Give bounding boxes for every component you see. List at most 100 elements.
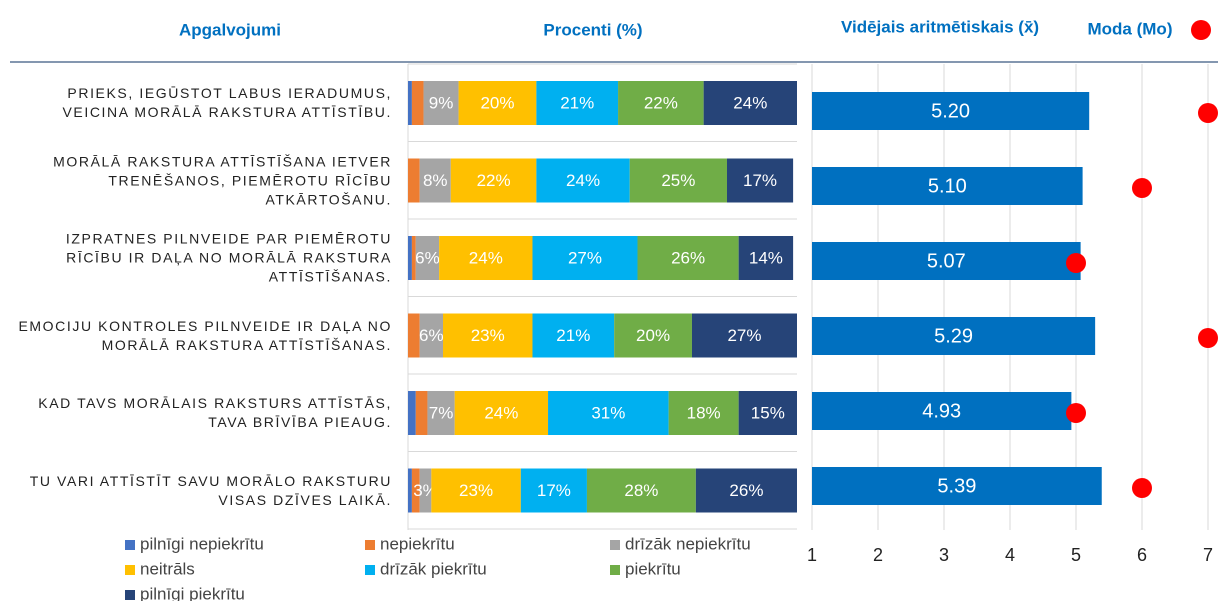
legend-label: piekrītu xyxy=(625,559,681,578)
bar-segment xyxy=(548,391,669,435)
data-label: 23% xyxy=(471,326,505,345)
legend-swatch xyxy=(365,565,375,575)
bar-segment xyxy=(411,236,416,280)
bar-segment xyxy=(668,391,739,435)
legend-swatch xyxy=(610,540,620,550)
mode-dot xyxy=(1132,478,1152,498)
data-label: 5.29 xyxy=(934,325,973,347)
legend-label: pilnīgi nepiekrītu xyxy=(140,534,264,553)
data-label: 5.07 xyxy=(927,250,966,272)
category-label: KAD TAVS MORĀLAIS RAKSTURS ATTĪSTĀS, TAV… xyxy=(38,395,392,430)
bar-segment xyxy=(408,158,420,203)
bar-segment xyxy=(415,236,440,280)
data-label: 28% xyxy=(624,481,658,500)
data-label: 17% xyxy=(537,481,571,500)
bar-segment xyxy=(408,236,412,280)
data-label: 22% xyxy=(644,93,678,112)
bar-segment xyxy=(703,81,797,125)
data-label: 24% xyxy=(733,93,767,112)
bar-segment xyxy=(454,391,549,435)
bar-segment xyxy=(431,468,521,513)
bar xyxy=(812,92,1090,130)
bar-segment xyxy=(415,391,428,435)
data-label: 9% xyxy=(429,93,454,112)
data-label: 20% xyxy=(480,93,514,112)
legend-label: neitrāls xyxy=(140,559,195,578)
data-label: 5.20 xyxy=(931,100,970,122)
bar-segment xyxy=(408,468,412,513)
x-tick-label: 3 xyxy=(939,545,949,565)
data-label: 4.93 xyxy=(922,400,961,422)
bar-segment xyxy=(408,391,416,435)
bar-segment xyxy=(532,313,615,358)
column-header: Moda (Mo) xyxy=(1088,19,1173,38)
data-label: 17% xyxy=(743,171,777,190)
bar-segment xyxy=(439,236,533,280)
category-label: PRIEKS, IEGŪSTOT LABUS IERADUMUS, VEICIN… xyxy=(62,85,392,120)
column-header: Vidējais aritmētiskais (x̄) xyxy=(841,17,1039,36)
bar-segment xyxy=(419,158,451,203)
legend-label: drīzāk piekrītu xyxy=(380,559,487,578)
mode-dot xyxy=(1198,328,1218,348)
mode-dot xyxy=(1132,178,1152,198)
data-label: 5.10 xyxy=(928,175,967,197)
data-label: 27% xyxy=(568,248,602,267)
bar-segment xyxy=(629,158,727,203)
data-label: 26% xyxy=(729,481,763,500)
legend-label: pilnīgi piekrītu xyxy=(140,584,245,601)
column-header: Apgalvojumi xyxy=(179,20,281,39)
bar-segment xyxy=(536,158,630,203)
bar-segment xyxy=(536,81,619,125)
bar-segment xyxy=(419,313,444,358)
category-label: TU VARI ATTĪSTĪT SAVU MORĀLO RAKSTURU VI… xyxy=(29,472,392,508)
data-label: 20% xyxy=(636,326,670,345)
data-label: 25% xyxy=(661,171,695,190)
data-label: 5.39 xyxy=(937,475,976,497)
category-label: EMOCIJU KONTROLES PILNVEIDE IR DAĻA NO M… xyxy=(18,317,392,353)
bar-segment xyxy=(691,313,797,358)
bar-segment xyxy=(408,81,412,125)
data-label: 18% xyxy=(687,403,721,422)
legend-label: nepiekrītu xyxy=(380,534,455,553)
data-label: 23% xyxy=(459,481,493,500)
data-label: 6% xyxy=(415,248,440,267)
data-label: 15% xyxy=(751,403,785,422)
bar-segment xyxy=(411,81,424,125)
bar xyxy=(812,467,1102,505)
legend-swatch xyxy=(125,590,135,600)
bar xyxy=(812,242,1081,280)
mode-dot xyxy=(1198,103,1218,123)
data-label: 24% xyxy=(566,171,600,190)
data-label: 27% xyxy=(727,326,761,345)
data-label: 21% xyxy=(556,326,590,345)
data-label: 7% xyxy=(429,403,454,422)
bar xyxy=(812,317,1096,355)
mode-dot xyxy=(1066,253,1086,273)
data-label: 31% xyxy=(591,403,625,422)
legend-swatch xyxy=(610,565,620,575)
bar-segment xyxy=(450,158,537,203)
bar-segment xyxy=(458,81,537,125)
bar-segment xyxy=(726,158,794,203)
legend-marker xyxy=(1191,20,1211,40)
bar-segment xyxy=(408,313,420,358)
category-label: MORĀLĀ RAKSTURA ATTĪSTĪŠANA IETVER TRENĒ… xyxy=(53,153,392,207)
bar-segment xyxy=(618,81,704,125)
bar xyxy=(812,167,1083,205)
x-tick-label: 6 xyxy=(1137,545,1147,565)
legend-label: drīzāk nepiekrītu xyxy=(625,534,751,553)
mode-dot xyxy=(1066,403,1086,423)
legend-swatch xyxy=(125,540,135,550)
legend-swatch xyxy=(125,565,135,575)
bar-segment xyxy=(614,313,692,358)
x-tick-label: 4 xyxy=(1005,545,1015,565)
x-tick-label: 1 xyxy=(807,545,817,565)
bar-segment xyxy=(443,313,533,358)
bar-segment xyxy=(637,236,739,280)
data-label: 6% xyxy=(419,326,444,345)
bar xyxy=(812,392,1072,430)
bar-segment xyxy=(423,81,459,125)
category-label: IZPRATNES PILNVEIDE PAR PIEMĒROTU RĪCĪBU… xyxy=(65,230,392,285)
